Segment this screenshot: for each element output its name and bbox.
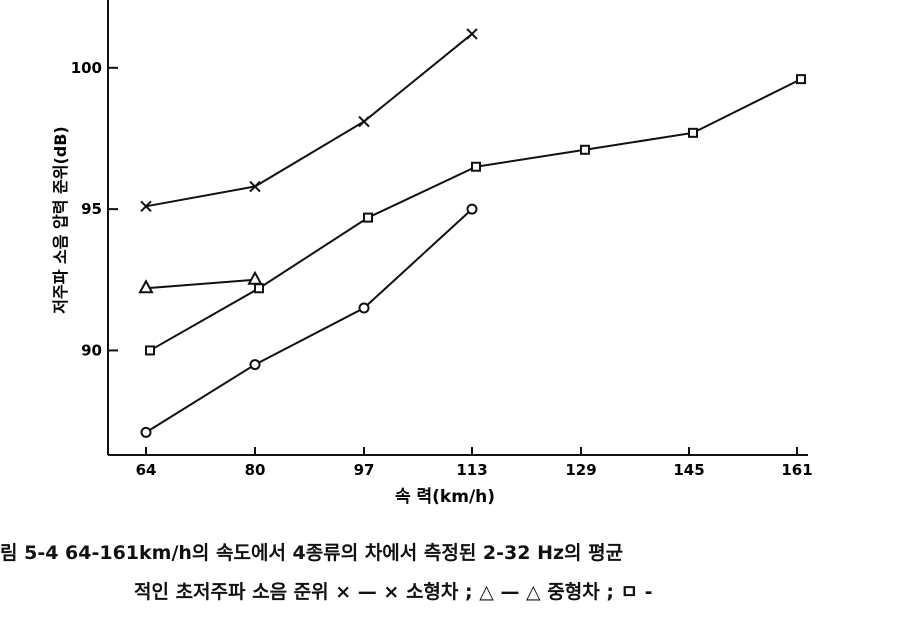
y-tick-label: 90 xyxy=(81,341,102,359)
triangle-marker xyxy=(138,279,154,294)
x-marker xyxy=(466,28,478,40)
circle-marker xyxy=(140,426,152,438)
series-line-x xyxy=(145,33,473,208)
x-marker xyxy=(140,200,152,213)
square-marker xyxy=(363,212,373,223)
x-marker-stroke xyxy=(466,28,478,40)
x-tick-label: 145 xyxy=(673,461,704,479)
square-marker xyxy=(254,283,264,294)
chart-axes xyxy=(107,0,808,456)
chart-series xyxy=(138,28,806,438)
x-tick-label: 80 xyxy=(245,461,266,479)
triangle-marker xyxy=(247,270,263,285)
chart-ticks: 64 80 97 113 129 145 161 90 95 100 xyxy=(71,59,813,479)
figure-caption-line-2: 적인 초저주파 소음 준위 × — × 소형차 ; △ — △ 중형차 ; ㅁ … xyxy=(134,581,653,603)
x-marker xyxy=(249,180,261,193)
series-line-square xyxy=(149,78,802,352)
square-marker xyxy=(471,161,481,172)
y-tick-label: 100 xyxy=(71,59,102,77)
line-chart: 64 80 97 113 129 145 161 90 95 100 속 력(km/h) 저주파 … xyxy=(51,0,813,507)
series-line-triangle xyxy=(145,278,256,290)
x-tick-label: 97 xyxy=(354,461,375,479)
x-marker-stroke xyxy=(249,180,261,193)
square-marker xyxy=(145,345,155,356)
x-tick-label: 161 xyxy=(781,461,812,479)
x-marker-stroke xyxy=(140,200,152,213)
y-tick-label: 95 xyxy=(81,200,102,218)
circle-marker xyxy=(249,359,261,371)
square-marker xyxy=(580,144,590,155)
circle-marker xyxy=(358,302,370,314)
circle-marker xyxy=(466,203,478,215)
y-axis-label: 저주파 소음 압력 준위(dB) xyxy=(51,126,70,313)
figure-caption-line-1: 림 5-4 64-161km/h의 속도에서 4종류의 차에서 측정된 2-32… xyxy=(0,542,624,564)
square-marker xyxy=(796,74,806,85)
x-axis-label: 속 력(km/h) xyxy=(395,487,495,507)
x-tick-label: 129 xyxy=(565,461,596,479)
square-marker xyxy=(688,127,698,138)
x-marker xyxy=(358,115,370,128)
x-tick-label: 64 xyxy=(136,461,157,479)
x-marker-stroke xyxy=(358,115,370,128)
x-tick-label: 113 xyxy=(456,461,487,479)
series-line-circle xyxy=(145,208,473,434)
